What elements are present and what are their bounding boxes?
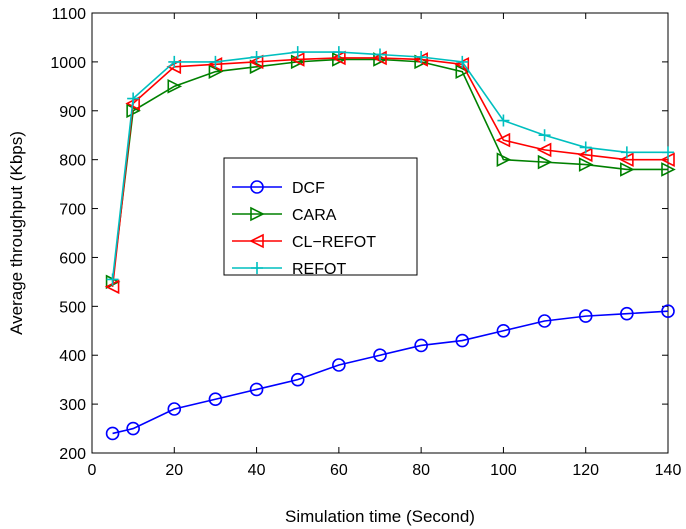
legend: DCF CARA CL−REFOT REFOT <box>223 157 418 278</box>
data-point-refot <box>497 114 510 127</box>
data-point-refot <box>415 51 428 63</box>
data-point-dcf <box>105 426 120 441</box>
y-axis-label: Average throughput (Kbps) <box>7 131 26 335</box>
data-point-refot <box>209 55 222 68</box>
y-tick-label: 700 <box>59 202 86 219</box>
x-tick-label: 0 <box>88 462 97 479</box>
series-line-dcf <box>112 310 669 435</box>
data-point-dcf <box>126 421 140 436</box>
x-tick-label: 60 <box>330 462 348 479</box>
data-point-refot <box>332 46 345 59</box>
legend-label: CL−REFOT <box>292 234 376 251</box>
x-tick-label: 80 <box>412 462 430 479</box>
x-tick-label: 140 <box>655 462 682 479</box>
data-point-refot <box>456 55 469 68</box>
data-point-cara <box>496 152 512 167</box>
data-point-dcf <box>537 314 552 328</box>
y-tick-label: 500 <box>59 299 86 316</box>
y-tick-label: 200 <box>59 446 86 463</box>
y-tick-label: 1000 <box>50 55 86 72</box>
y-tick-label: 300 <box>59 397 86 414</box>
data-point-refot <box>662 146 674 159</box>
legend-label: CARA <box>292 207 337 224</box>
data-point-dcf <box>290 372 305 387</box>
data-point-refot <box>168 55 181 68</box>
data-point-cara <box>661 162 676 177</box>
data-point-dcf <box>208 392 223 407</box>
data-point-dcf <box>578 309 593 323</box>
data-point-cara <box>537 154 553 170</box>
legend-item: DCF <box>232 180 325 197</box>
data-point-cara <box>249 59 265 75</box>
x-tick-label: 100 <box>490 462 517 479</box>
x-axis-label: Simulation time (Second) <box>285 507 475 526</box>
series-refot <box>106 46 674 286</box>
y-tick-label: 900 <box>59 104 86 121</box>
x-tick-label: 120 <box>572 462 599 479</box>
data-point-dcf <box>373 348 387 363</box>
data-point-dcf <box>167 402 182 416</box>
legend-label: REFOT <box>292 261 346 278</box>
y-tick-label: 600 <box>59 250 86 267</box>
data-point-cl-refot <box>536 142 552 158</box>
legend-box <box>223 157 418 276</box>
data-point-cara <box>208 64 224 79</box>
legend-swatch-marker <box>250 206 265 222</box>
axis-ticks: 0 20 40 60 80 100 120 140 200 300 400 500 600 700 800 9… <box>50 6 681 479</box>
data-point-refot <box>579 141 592 154</box>
data-series <box>104 46 676 441</box>
legend-swatch-marker <box>250 180 264 194</box>
legend-item: REFOT <box>232 261 346 278</box>
data-point-refot <box>374 48 386 61</box>
series-dcf <box>105 304 675 441</box>
legend-swatch-marker <box>249 233 264 249</box>
data-point-refot <box>127 92 140 105</box>
data-point-dcf <box>414 338 428 353</box>
data-point-refot <box>106 273 119 286</box>
y-tick-label: 1100 <box>52 6 87 23</box>
data-point-refot <box>250 51 263 63</box>
y-tick-label: 400 <box>59 348 86 365</box>
data-point-cara <box>620 162 635 177</box>
data-point-dcf <box>455 333 470 348</box>
data-point-dcf <box>249 382 264 397</box>
data-point-cara <box>578 157 594 172</box>
legend-item: CL−REFOT <box>232 233 376 251</box>
legend-item: CARA <box>232 206 337 224</box>
data-point-cl-refot <box>495 132 511 148</box>
data-point-dcf <box>620 306 634 321</box>
x-tick-label: 40 <box>248 462 266 479</box>
data-point-cara <box>455 64 471 79</box>
data-point-dcf <box>332 358 346 372</box>
legend-label: DCF <box>292 180 325 197</box>
legend-swatch-marker <box>251 262 263 274</box>
legend-entries: DCF CARA CL−REFOT REFOT <box>232 180 376 278</box>
x-tick-label: 20 <box>165 462 183 479</box>
data-point-refot <box>620 146 633 159</box>
data-point-refot <box>538 129 551 142</box>
data-point-dcf <box>496 323 511 338</box>
data-point-cara <box>167 79 183 94</box>
data-point-refot <box>291 46 304 59</box>
y-tick-label: 800 <box>59 153 86 170</box>
data-point-dcf <box>661 304 675 319</box>
